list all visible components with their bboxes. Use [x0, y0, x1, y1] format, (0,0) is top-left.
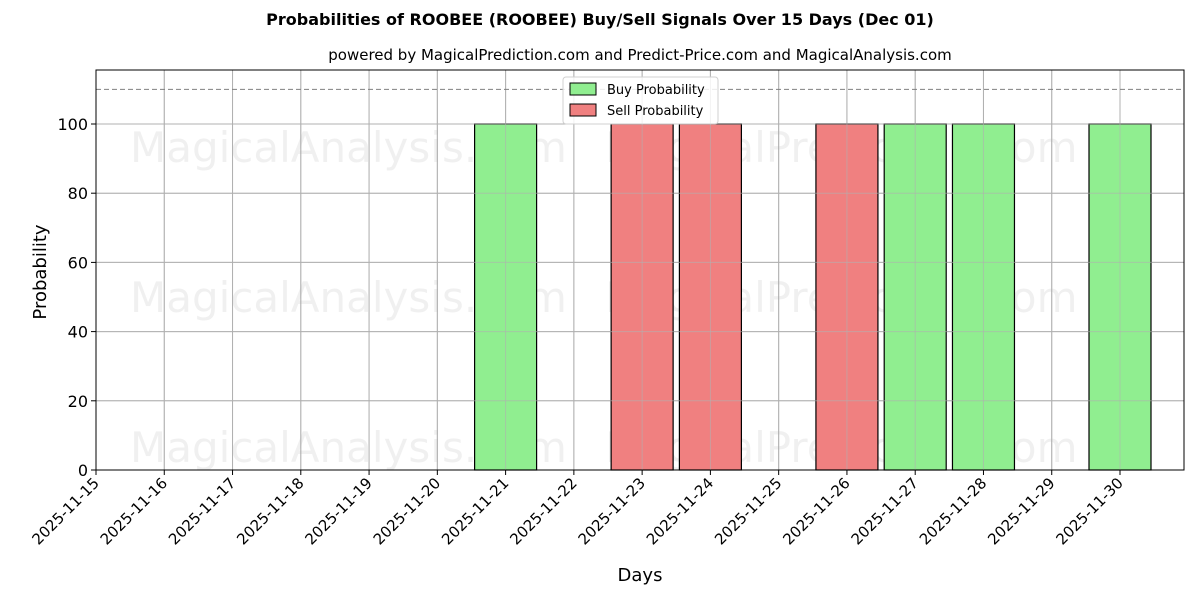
y-axis-label: Probability: [30, 224, 51, 319]
chart-title: Probabilities of ROOBEE (ROOBEE) Buy/Sel…: [266, 10, 934, 29]
y-tick-label: 80: [68, 184, 88, 203]
x-axis-label: Days: [618, 565, 663, 586]
x-tick-label: 2025-11-22: [506, 474, 580, 548]
legend-sell-label: Sell Probability: [607, 104, 704, 119]
y-tick-label: 60: [68, 253, 88, 272]
y-tick-label: 40: [68, 323, 88, 342]
y-tick-label: 0: [78, 461, 88, 480]
x-tick-label: 2025-11-17: [165, 474, 239, 548]
x-tick-label: 2025-11-30: [1052, 474, 1126, 548]
y-tick-label: 100: [57, 115, 88, 134]
legend-buy-swatch: [569, 82, 597, 96]
x-tick-label: 2025-11-25: [711, 474, 785, 548]
x-tick-label: 2025-11-26: [779, 474, 853, 548]
x-tick-label: 2025-11-19: [302, 474, 376, 548]
x-tick-label: 2025-11-21: [438, 474, 512, 548]
x-tick-label: 2025-11-28: [916, 474, 990, 548]
legend-sell-swatch: [569, 103, 597, 117]
legend-buy-label: Buy Probability: [607, 83, 705, 98]
x-tick-label: 2025-11-23: [575, 474, 649, 548]
x-tick-label: 2025-11-27: [848, 474, 922, 548]
y-tick-label: 20: [68, 392, 88, 411]
x-tick-label: 2025-11-18: [233, 474, 307, 548]
legend-box: [562, 76, 719, 125]
x-tick-label: 2025-11-29: [984, 474, 1058, 548]
chart-subtitle: powered by MagicalPrediction.com and Pre…: [328, 46, 952, 64]
x-tick-label: 2025-11-20: [370, 474, 444, 548]
x-tick-label: 2025-11-15: [28, 474, 102, 548]
x-tick-label: 2025-11-16: [97, 474, 171, 548]
plot-area-frame: [95, 69, 1185, 471]
x-tick-label: 2025-11-24: [643, 474, 717, 548]
